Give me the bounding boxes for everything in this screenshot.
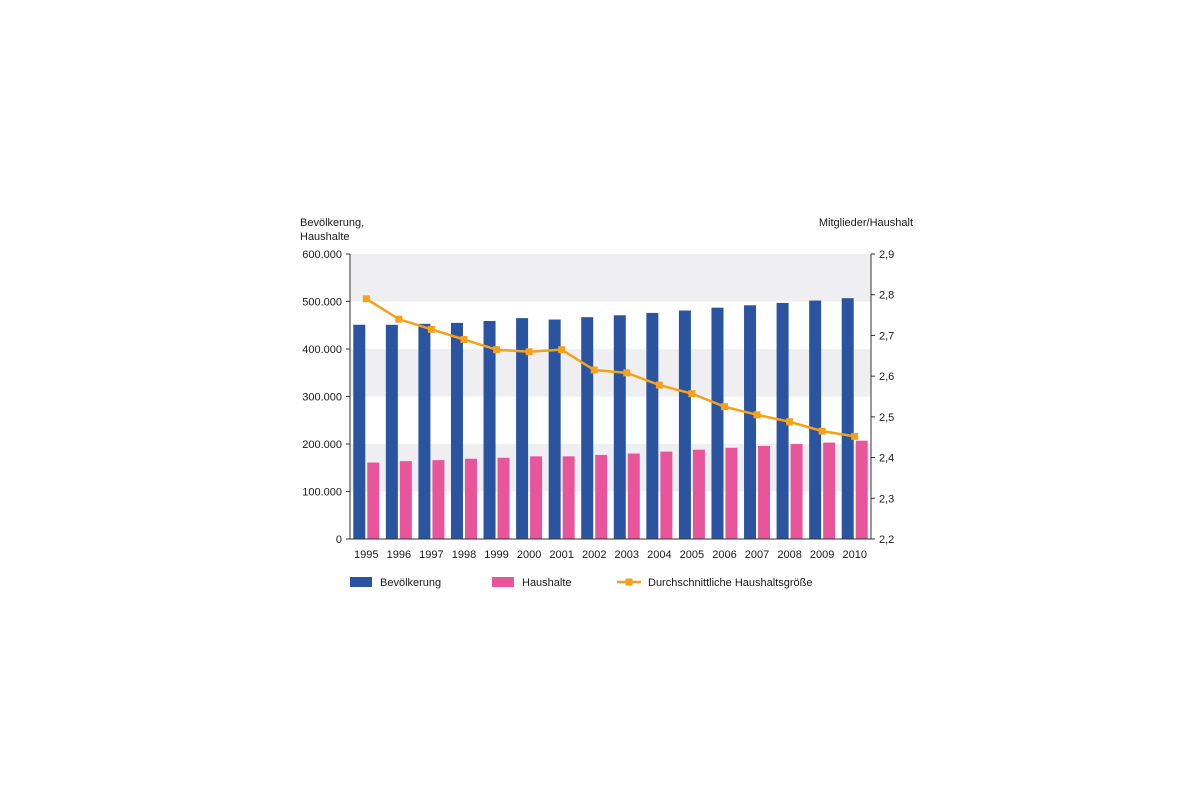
bar-bevoelkerung-2003 bbox=[613, 315, 626, 539]
bar-bevoelkerung-2004 bbox=[646, 312, 659, 539]
bar-haushalte-1995 bbox=[367, 462, 380, 539]
bar-haushalte-2007 bbox=[758, 445, 771, 539]
line-marker-1995 bbox=[362, 295, 370, 303]
line-marker-2005 bbox=[688, 390, 696, 398]
left-axis-title-line2: Haushalte bbox=[300, 231, 350, 243]
bar-haushalte-2000 bbox=[530, 456, 543, 539]
right-axis-title: Mitglieder/Haushalt bbox=[819, 217, 913, 229]
line-marker-1997 bbox=[427, 325, 435, 333]
line-marker-2000 bbox=[525, 348, 533, 356]
grid-band bbox=[350, 254, 871, 302]
line-marker-2008 bbox=[786, 418, 794, 426]
line-marker-2007 bbox=[753, 411, 761, 419]
bar-haushalte-1998 bbox=[464, 458, 477, 539]
axis-titles: Bevölkerung, Haushalte Mitglieder/Haushalt bbox=[300, 217, 913, 243]
bar-haushalte-1999 bbox=[497, 457, 510, 539]
bars bbox=[353, 298, 868, 539]
bar-bevoelkerung-1999 bbox=[483, 320, 496, 539]
x-tick-label: 2006 bbox=[712, 549, 736, 561]
x-tick-label: 2005 bbox=[680, 549, 704, 561]
bar-bevoelkerung-2001 bbox=[548, 319, 561, 539]
line-marker-2002 bbox=[590, 366, 598, 374]
x-tick-label: 2007 bbox=[745, 549, 769, 561]
line-series bbox=[362, 295, 859, 440]
x-tick-label: 2009 bbox=[810, 549, 834, 561]
right-tick-label: 2,4 bbox=[879, 453, 894, 465]
x-tick-label: 2000 bbox=[517, 549, 541, 561]
right-tick-label: 2,9 bbox=[879, 249, 894, 261]
left-tick-label: 0 bbox=[336, 534, 342, 546]
bar-bevoelkerung-2010 bbox=[841, 298, 854, 539]
x-tick-label: 2008 bbox=[777, 549, 801, 561]
line-marker-2006 bbox=[720, 403, 728, 411]
right-tick-label: 2,3 bbox=[879, 493, 894, 505]
bar-haushalte-2003 bbox=[627, 453, 640, 539]
bar-bevoelkerung-2007 bbox=[744, 305, 757, 539]
right-tick-label: 2,6 bbox=[879, 371, 894, 383]
legend-marker-haushaltsgroesse bbox=[625, 578, 633, 586]
bar-bevoelkerung-1995 bbox=[353, 324, 366, 539]
bar-bevoelkerung-2002 bbox=[581, 317, 594, 539]
bar-haushalte-2010 bbox=[855, 440, 868, 539]
legend-label-bevoelkerung: Bevölkerung bbox=[380, 577, 441, 589]
bar-bevoelkerung-2006 bbox=[711, 307, 724, 539]
x-tick-label: 1996 bbox=[387, 549, 411, 561]
x-tick-label: 1999 bbox=[484, 549, 508, 561]
left-tick-label: 600.000 bbox=[302, 249, 342, 261]
bar-bevoelkerung-2000 bbox=[516, 318, 529, 539]
bar-haushalte-1996 bbox=[399, 461, 412, 539]
right-tick-label: 2,7 bbox=[879, 330, 894, 342]
bar-haushalte-2004 bbox=[660, 451, 673, 539]
legend-swatch-haushalte bbox=[492, 577, 514, 587]
bar-haushalte-1997 bbox=[432, 460, 445, 539]
right-tick-label: 2,2 bbox=[879, 534, 894, 546]
right-tick-label: 2,8 bbox=[879, 290, 894, 302]
x-tick-label: 1998 bbox=[452, 549, 476, 561]
bar-haushalte-2005 bbox=[692, 449, 705, 539]
bar-bevoelkerung-2005 bbox=[678, 310, 691, 539]
legend-label-haushalte: Haushalte bbox=[522, 577, 572, 589]
line-marker-2003 bbox=[623, 369, 631, 377]
line-marker-1998 bbox=[460, 336, 468, 343]
line-haushaltsgroesse bbox=[365, 297, 855, 438]
left-tick-label: 200.000 bbox=[302, 439, 342, 451]
line-marker-1996 bbox=[395, 315, 403, 323]
left-tick-label: 300.000 bbox=[302, 392, 342, 404]
line-marker-2010 bbox=[851, 432, 859, 440]
left-tick-label: 400.000 bbox=[302, 344, 342, 356]
line-marker-2009 bbox=[818, 427, 826, 435]
left-axis-title-line1: Bevölkerung, bbox=[300, 217, 364, 229]
bar-haushalte-2006 bbox=[725, 447, 738, 539]
x-tick-label: 2004 bbox=[647, 549, 671, 561]
x-tick-label: 1995 bbox=[354, 549, 378, 561]
left-tick-label: 100.000 bbox=[302, 487, 342, 499]
right-tick-label: 2,5 bbox=[879, 412, 894, 424]
left-tick-label: 500.000 bbox=[302, 297, 342, 309]
legend-swatch-bevoelkerung bbox=[350, 577, 372, 587]
x-tick-label: 2002 bbox=[582, 549, 606, 561]
legend: Bevölkerung Haushalte Durchschnittliche Ha… bbox=[350, 577, 812, 589]
bar-bevoelkerung-1997 bbox=[418, 323, 431, 539]
bar-haushalte-2002 bbox=[595, 454, 608, 539]
line-marker-2001 bbox=[558, 346, 566, 354]
tick-labels: 0 100.000 200.000 300.000 400.000 500.000 600.… bbox=[302, 249, 894, 561]
x-tick-label: 1997 bbox=[419, 549, 443, 561]
bar-haushalte-2008 bbox=[790, 444, 803, 539]
bar-bevoelkerung-1996 bbox=[385, 324, 398, 539]
x-tick-label: 2003 bbox=[615, 549, 639, 561]
bar-haushalte-2009 bbox=[823, 442, 836, 539]
bar-bevoelkerung-2009 bbox=[809, 300, 822, 539]
line-marker-1999 bbox=[493, 346, 501, 354]
x-tick-label: 2010 bbox=[842, 549, 866, 561]
legend-label-haushaltsgroesse: Durchschnittliche Haushaltsgröße bbox=[648, 577, 812, 589]
line-marker-2004 bbox=[655, 381, 663, 389]
bar-bevoelkerung-1998 bbox=[450, 322, 463, 539]
x-tick-label: 2001 bbox=[549, 549, 573, 561]
bar-haushalte-2001 bbox=[562, 456, 575, 539]
